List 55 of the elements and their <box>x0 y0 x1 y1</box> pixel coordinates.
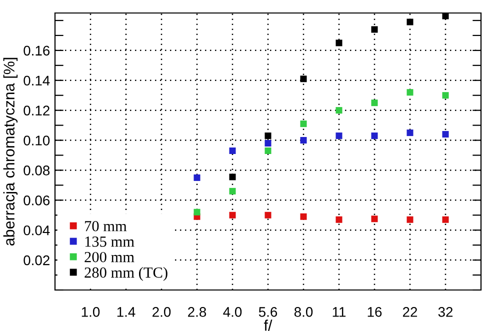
point <box>229 188 236 194</box>
point <box>194 174 200 181</box>
y-tick-label: 0.12 <box>24 106 50 116</box>
x-tick-label: 5.6 <box>258 307 278 317</box>
x-tick-label: 1.0 <box>82 307 100 317</box>
point <box>264 132 272 140</box>
point <box>442 131 449 138</box>
y-tick-label: 0.14 <box>24 76 50 86</box>
y-tick-label: 0.08 <box>24 166 50 176</box>
x-tick-label: 32 <box>438 307 453 317</box>
point <box>194 208 200 216</box>
point <box>371 100 378 106</box>
x-axis-title: f/ <box>264 320 272 331</box>
x-tick-label: 11 <box>332 307 346 317</box>
point <box>300 120 307 128</box>
x-tick-label: 2.8 <box>188 307 206 317</box>
point <box>229 147 236 154</box>
y-tick-label: 0.06 <box>24 195 50 206</box>
point <box>300 76 307 82</box>
y-tick-label: 0.16 <box>24 46 50 56</box>
legend-label: 280 mm (TC) <box>84 266 168 281</box>
y-axis-title: aberracja chromatyczna [%] <box>3 58 18 246</box>
point <box>406 216 414 223</box>
x-tick-label: 1.4 <box>117 307 136 317</box>
x-tick-label: 22 <box>402 307 418 317</box>
point <box>442 92 449 99</box>
legend-label: 70 mm <box>85 220 127 232</box>
point <box>406 18 414 26</box>
y-tick-label: 0.10 <box>24 136 50 146</box>
x-tick-label: 2.0 <box>152 307 171 317</box>
legend-label: 200 mm <box>84 252 134 262</box>
point <box>229 212 236 218</box>
point <box>371 216 378 222</box>
point <box>336 132 342 140</box>
point <box>264 147 272 154</box>
point <box>371 26 378 33</box>
point <box>264 140 272 147</box>
point <box>229 174 236 180</box>
point <box>300 213 307 220</box>
point <box>371 132 378 140</box>
x-tick-label: 8.0 <box>294 307 313 317</box>
point <box>336 107 342 114</box>
y-tick-label: 0.04 <box>24 225 50 236</box>
point <box>336 216 342 223</box>
legend-label: 135 mm <box>85 236 134 247</box>
point <box>406 130 414 136</box>
point <box>336 40 342 46</box>
x-tick-label: 16 <box>368 307 382 317</box>
point <box>406 89 414 96</box>
x-tick-label: 4.0 <box>223 307 242 317</box>
point <box>300 137 307 144</box>
y-tick-label: 0.02 <box>24 255 50 266</box>
point <box>264 212 272 218</box>
point <box>442 12 449 20</box>
point <box>442 216 449 223</box>
